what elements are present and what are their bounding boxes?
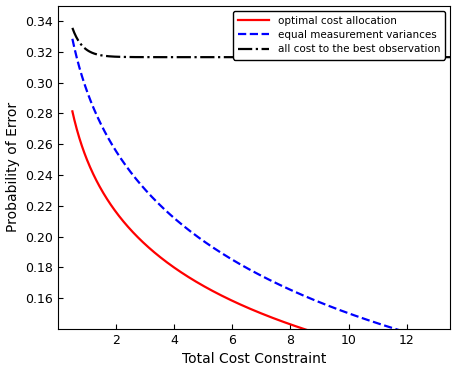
optimal cost allocation: [70, 109, 75, 113]
optimal cost allocation: [167, 262, 172, 266]
all cost to the best observation: [136, 55, 142, 60]
all cost to the best observation: [447, 55, 452, 60]
optimal cost allocation: [292, 324, 297, 328]
equal measurement variances: [240, 264, 246, 268]
optimal cost allocation: [447, 365, 452, 369]
optimal cost allocation: [354, 343, 359, 347]
equal measurement variances: [70, 36, 75, 41]
optimal cost allocation: [136, 237, 142, 241]
optimal cost allocation: [240, 304, 246, 308]
Y-axis label: Probability of Error: Probability of Error: [5, 102, 20, 232]
Legend: optimal cost allocation, equal measurement variances, all cost to the best obser: optimal cost allocation, equal measureme…: [232, 11, 444, 60]
equal measurement variances: [447, 343, 452, 347]
all cost to the best observation: [424, 55, 430, 60]
equal measurement variances: [321, 302, 327, 307]
equal measurement variances: [354, 314, 359, 318]
all cost to the best observation: [321, 55, 327, 60]
Line: equal measurement variances: equal measurement variances: [72, 39, 450, 345]
all cost to the best observation: [167, 55, 172, 60]
optimal cost allocation: [321, 333, 327, 338]
Line: optimal cost allocation: optimal cost allocation: [72, 111, 450, 367]
all cost to the best observation: [292, 55, 297, 60]
equal measurement variances: [136, 181, 142, 185]
equal measurement variances: [167, 212, 172, 216]
all cost to the best observation: [240, 55, 246, 60]
all cost to the best observation: [70, 26, 75, 30]
X-axis label: Total Cost Constraint: Total Cost Constraint: [182, 352, 326, 366]
equal measurement variances: [292, 290, 297, 294]
Line: all cost to the best observation: all cost to the best observation: [72, 28, 450, 57]
all cost to the best observation: [354, 55, 359, 60]
